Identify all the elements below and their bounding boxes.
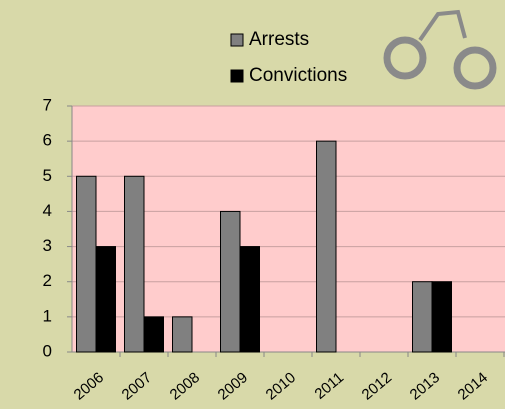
legend-key (230, 33, 244, 47)
y-tick-label: 6 (43, 131, 52, 150)
y-tick-label: 0 (43, 341, 52, 360)
bar (124, 175, 145, 353)
legend-label: Convictions (249, 65, 347, 86)
bar (143, 316, 164, 353)
bar (220, 210, 241, 353)
y-tick-label: 7 (43, 95, 52, 114)
bar (431, 281, 452, 353)
bar (172, 316, 193, 353)
legend-label: Arrests (249, 29, 309, 50)
y-tick-label: 2 (43, 271, 52, 290)
bar (76, 175, 97, 353)
y-tick-label: 4 (43, 201, 52, 220)
bar (239, 246, 260, 353)
y-tick-label: 5 (43, 166, 52, 185)
bar (95, 246, 116, 353)
handcuffs-icon (383, 9, 497, 90)
bar (412, 281, 433, 353)
legend-key (230, 69, 244, 83)
y-tick-label: 1 (43, 306, 52, 325)
bar (316, 140, 337, 353)
y-tick-label: 3 (43, 236, 52, 255)
